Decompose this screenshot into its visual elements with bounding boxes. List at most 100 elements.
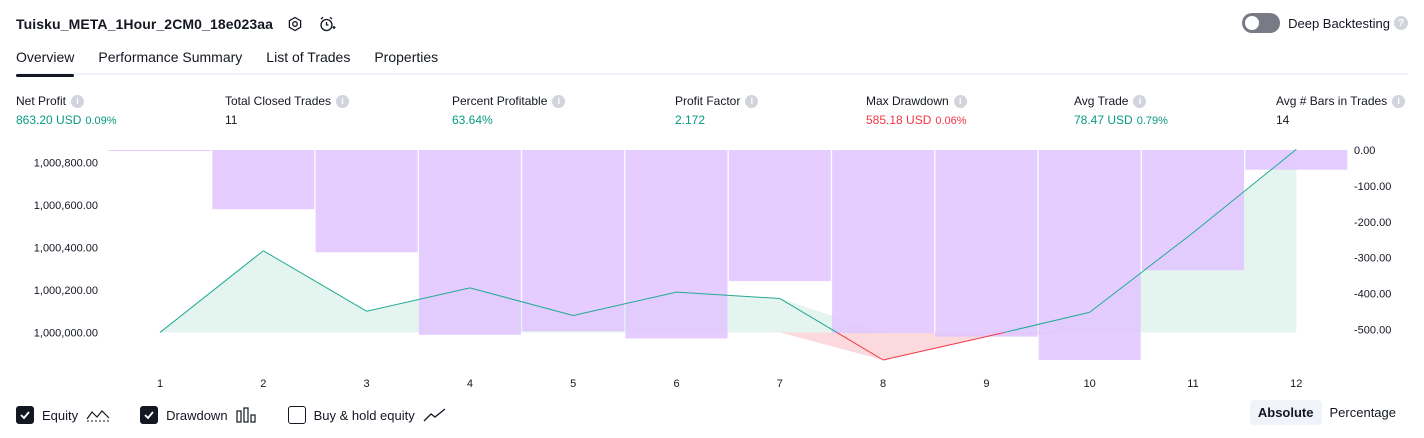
- equity-line-segment: [469, 287, 574, 316]
- metric-percent: 0.79%: [1136, 115, 1168, 127]
- metric-label: Avg # Bars in Trades: [1276, 94, 1388, 108]
- drawdown-bar: [1245, 150, 1348, 170]
- x-axis-tick-label: 1: [157, 378, 163, 390]
- drawdown-bar: [315, 150, 418, 253]
- drawdown-checkbox[interactable]: [140, 406, 159, 424]
- legend-drawdown[interactable]: Drawdown: [140, 406, 257, 424]
- equity-line-segment: [836, 331, 884, 361]
- equity-line-segment: [159, 250, 264, 333]
- x-axis-tick-label: 11: [1187, 378, 1198, 390]
- add-alert-icon[interactable]: [317, 14, 337, 34]
- metric-total-closed-trades: Total Closed Trades i 11: [225, 94, 350, 127]
- drawdown-bar: [625, 150, 728, 339]
- settings-icon[interactable]: [285, 14, 305, 34]
- legend-buy-hold[interactable]: Buy & hold equity: [287, 406, 447, 424]
- strategy-title: Tuisku_META_1Hour_2CM0_18e023aa: [16, 16, 274, 32]
- equity-line-segment: [779, 298, 838, 333]
- drawdown-bar: [832, 150, 935, 334]
- deep-backtesting: Deep Backtesting ?: [1242, 13, 1408, 33]
- metric-value: 63.64%: [452, 113, 493, 127]
- info-icon[interactable]: i: [1392, 94, 1406, 108]
- metric-label: Total Closed Trades: [225, 94, 332, 108]
- metric-value: 78.47 USD: [1074, 113, 1133, 127]
- right-axis-tick-label: -200.00: [1354, 217, 1391, 229]
- metric-percent-profitable: Percent Profitable i 63.64%: [452, 94, 566, 127]
- left-axis-tick-label: 1,000,600.00: [34, 200, 98, 212]
- drawdown-bar: [935, 150, 1038, 337]
- equity-drawdown-chart[interactable]: 1,000,800.00 1,000,600.00 1,000,400.00 1,00…: [0, 140, 1424, 400]
- info-icon[interactable]: i: [953, 94, 967, 108]
- drawdown-bar: [418, 150, 521, 335]
- equity-line-icon: [86, 407, 110, 423]
- x-axis-tick-label: 3: [364, 378, 370, 390]
- left-axis-tick-label: 1,000,800.00: [34, 158, 98, 170]
- equity-line-segment: [573, 291, 677, 316]
- x-axis-tick-label: 7: [777, 378, 783, 390]
- tab-properties[interactable]: Properties: [374, 49, 439, 65]
- left-axis-tick-label: 1,000,000.00: [34, 327, 98, 339]
- info-icon[interactable]: i: [552, 94, 566, 108]
- tab-list-of-trades[interactable]: List of Trades: [266, 49, 351, 65]
- info-icon[interactable]: i: [745, 94, 759, 108]
- equity-checkbox[interactable]: [16, 406, 34, 424]
- legend-drawdown-label: Drawdown: [166, 407, 228, 423]
- absolute-button[interactable]: Absolute: [1249, 400, 1322, 425]
- drawdown-bar: [522, 150, 625, 332]
- x-axis-tick-label: 2: [260, 378, 266, 390]
- metric-value: 863.20 USD: [16, 113, 82, 127]
- equity-line-segment: [1004, 311, 1090, 333]
- chart-legend: Equity Drawdown Buy & hold equity: [16, 404, 477, 426]
- equity-line-segment: [986, 331, 1005, 338]
- help-icon[interactable]: ?: [1394, 16, 1408, 30]
- metric-label: Percent Profitable: [452, 94, 548, 108]
- drawdown-bar: [212, 150, 315, 210]
- right-axis-tick-label: -300.00: [1354, 253, 1391, 265]
- right-axis-tick-label: -400.00: [1354, 289, 1391, 301]
- metric-value: 2.172: [675, 113, 706, 127]
- metric-value: 14: [1276, 113, 1290, 127]
- left-axis-tick-label: 1,000,400.00: [34, 243, 98, 255]
- buy-hold-checkbox[interactable]: [287, 406, 306, 424]
- equity-line-segment: [882, 336, 987, 361]
- x-axis-tick-label: 5: [570, 378, 576, 390]
- x-axis-tick-label: 4: [467, 378, 473, 390]
- equity-line-segment: [676, 291, 780, 299]
- metric-label: Max Drawdown: [866, 94, 949, 108]
- x-axis-tick-label: 12: [1290, 378, 1302, 390]
- legend-equity-label: Equity: [42, 407, 79, 423]
- deep-backtesting-label: Deep Backtesting: [1288, 15, 1390, 31]
- equity-area: [160, 149, 1297, 333]
- tab-bar: Overview Performance Summary List of Tra…: [16, 45, 1408, 77]
- equity-line-segment: [263, 250, 367, 312]
- right-axis-tick-label: -100.00: [1354, 181, 1391, 193]
- drawdown-bar: [728, 150, 831, 282]
- drawdown-bar: [1142, 150, 1244, 271]
- metric-label: Avg Trade: [1074, 94, 1129, 108]
- legend-equity[interactable]: Equity: [16, 406, 110, 424]
- equity-line-segment: [1192, 148, 1297, 234]
- drawdown-bar: [108, 150, 211, 151]
- tab-overview[interactable]: Overview: [16, 45, 75, 77]
- x-axis-tick-label: 6: [673, 378, 679, 390]
- metric-percent: 0.09%: [85, 115, 117, 127]
- right-axis-tick-label: -500.00: [1354, 324, 1391, 336]
- equity-line-segment: [1089, 232, 1194, 313]
- x-axis-tick-label: 8: [880, 378, 886, 390]
- strategy-header: Tuisku_META_1Hour_2CM0_18e023aa: [16, 13, 337, 35]
- metric-value: 11: [225, 113, 238, 127]
- metric-max-drawdown: Max Drawdown i 585.18 USD 0.06%: [866, 94, 967, 127]
- metric-avg-trade: Avg Trade i 78.47 USD 0.79%: [1074, 94, 1168, 127]
- legend-buy-hold-label: Buy & hold equity: [313, 407, 415, 423]
- metric-value: 585.18 USD: [866, 113, 932, 127]
- drawdown-bar: [1038, 150, 1141, 360]
- info-icon[interactable]: i: [1133, 94, 1147, 108]
- right-axis-tick-label: 0.00: [1354, 145, 1375, 157]
- info-icon[interactable]: i: [336, 94, 350, 108]
- percentage-button[interactable]: Percentage: [1329, 405, 1397, 420]
- x-axis-tick-label: 10: [1084, 378, 1096, 390]
- buy-hold-line-icon: [423, 407, 447, 423]
- metric-label: Net Profit: [16, 94, 67, 108]
- deep-backtesting-toggle[interactable]: [1242, 13, 1281, 33]
- info-icon[interactable]: i: [71, 94, 85, 108]
- tab-performance-summary[interactable]: Performance Summary: [98, 49, 243, 65]
